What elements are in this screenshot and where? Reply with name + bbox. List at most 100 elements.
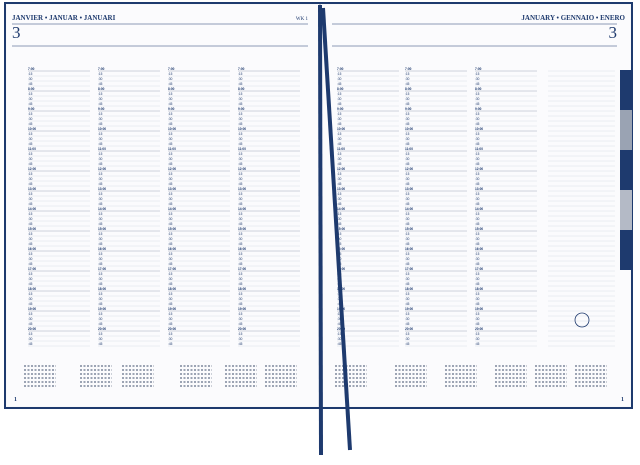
hour-label: 8:00 xyxy=(98,87,105,91)
quarter-label: :15 xyxy=(337,212,342,216)
quarter-label: :45 xyxy=(405,282,410,286)
quarter-label: :45 xyxy=(98,342,103,346)
quarter-label: :45 xyxy=(405,322,410,326)
quarter-label: :45 xyxy=(405,82,410,86)
quarter-label: :15 xyxy=(475,312,480,316)
quarter-label: :45 xyxy=(405,162,410,166)
quarter-label: :30 xyxy=(405,117,410,121)
quarter-label: :15 xyxy=(28,112,33,116)
hour-label: 11:00 xyxy=(238,147,246,151)
quarter-label: :30 xyxy=(337,77,342,81)
quarter-label: :15 xyxy=(28,212,33,216)
hour-label: 20:00 xyxy=(168,327,176,331)
quarter-label: :30 xyxy=(168,137,173,141)
hour-label: 19:00 xyxy=(475,307,483,311)
left-month: JANVIER • JANUAR • JANUARI xyxy=(12,14,116,22)
quarter-label: :15 xyxy=(337,152,342,156)
hour-label: 13:00 xyxy=(168,187,176,191)
quarter-label: :45 xyxy=(98,242,103,246)
quarter-label: :45 xyxy=(168,222,173,226)
quarter-label: :15 xyxy=(98,232,103,236)
quarter-label: :45 xyxy=(98,202,103,206)
quarter-label: :30 xyxy=(405,197,410,201)
hour-label: 7:00 xyxy=(405,67,412,71)
quarter-label: :15 xyxy=(168,172,173,176)
hour-label: 7:00 xyxy=(337,67,344,71)
quarter-label: :30 xyxy=(405,237,410,241)
quarter-label: :45 xyxy=(238,262,243,266)
quarter-label: :45 xyxy=(405,242,410,246)
quarter-label: :30 xyxy=(168,197,173,201)
hour-label: 9:00 xyxy=(98,107,105,111)
hour-label: 17:00 xyxy=(98,267,106,271)
hour-label: 7:00 xyxy=(475,67,482,71)
hour-label: 8:00 xyxy=(337,87,344,91)
quarter-label: :15 xyxy=(168,292,173,296)
hour-label: 14:00 xyxy=(28,207,36,211)
hour-label: 7:00 xyxy=(238,67,245,71)
ribbon-bookmark xyxy=(321,7,352,451)
quarter-label: :45 xyxy=(168,342,173,346)
tab[interactable] xyxy=(620,70,632,110)
quarter-label: :15 xyxy=(337,332,342,336)
quarter-label: :45 xyxy=(168,322,173,326)
quarter-label: :30 xyxy=(98,337,103,341)
tab[interactable] xyxy=(620,110,632,150)
hour-label: 15:00 xyxy=(98,227,106,231)
quarter-label: :15 xyxy=(238,132,243,136)
hour-label: 12:00 xyxy=(28,167,36,171)
quarter-label: :45 xyxy=(475,82,480,86)
quarter-label: :30 xyxy=(238,137,243,141)
quarter-label: :45 xyxy=(28,202,33,206)
hour-label: 8:00 xyxy=(475,87,482,91)
quarter-label: :15 xyxy=(238,72,243,76)
hour-label: 8:00 xyxy=(168,87,175,91)
quarter-label: :30 xyxy=(98,257,103,261)
hour-label: 20:00 xyxy=(98,327,106,331)
quarter-label: :45 xyxy=(337,142,342,146)
quarter-label: :30 xyxy=(168,237,173,241)
quarter-label: :15 xyxy=(337,192,342,196)
hour-label: 11:00 xyxy=(337,147,345,151)
quarter-label: :30 xyxy=(28,257,33,261)
tab[interactable] xyxy=(620,230,632,270)
quarter-label: :15 xyxy=(28,92,33,96)
hour-label: 13:00 xyxy=(238,187,246,191)
quarter-label: :15 xyxy=(405,292,410,296)
hour-label: 9:00 xyxy=(405,107,412,111)
right-day: 3 xyxy=(609,23,618,42)
quarter-label: :45 xyxy=(28,102,33,106)
quarter-label: :15 xyxy=(28,272,33,276)
hour-label: 17:00 xyxy=(337,267,345,271)
quarter-label: :30 xyxy=(238,317,243,321)
quarter-label: :15 xyxy=(337,72,342,76)
quarter-label: :30 xyxy=(475,157,480,161)
quarter-label: :30 xyxy=(405,217,410,221)
quarter-label: :30 xyxy=(238,177,243,181)
quarter-label: :15 xyxy=(337,92,342,96)
quarter-label: :15 xyxy=(238,192,243,196)
quarter-label: :45 xyxy=(337,202,342,206)
quarter-label: :45 xyxy=(238,202,243,206)
quarter-label: :45 xyxy=(28,262,33,266)
hour-label: 17:00 xyxy=(168,267,176,271)
hour-label: 11:00 xyxy=(168,147,176,151)
hour-label: 15:00 xyxy=(238,227,246,231)
hour-label: 10:00 xyxy=(98,127,106,131)
quarter-label: :30 xyxy=(475,277,480,281)
hour-label: 12:00 xyxy=(405,167,413,171)
quarter-label: :30 xyxy=(475,137,480,141)
quarter-label: :45 xyxy=(405,142,410,146)
quarter-label: :30 xyxy=(238,197,243,201)
quarter-label: :30 xyxy=(238,337,243,341)
quarter-label: :45 xyxy=(475,342,480,346)
quarter-label: :30 xyxy=(238,237,243,241)
quarter-label: :45 xyxy=(98,302,103,306)
quarter-label: :30 xyxy=(28,157,33,161)
quarter-label: :45 xyxy=(168,282,173,286)
tab[interactable] xyxy=(620,150,632,190)
tab[interactable] xyxy=(620,190,632,230)
quarter-label: :15 xyxy=(238,312,243,316)
hour-label: 9:00 xyxy=(28,107,35,111)
hour-label: 18:00 xyxy=(238,287,246,291)
